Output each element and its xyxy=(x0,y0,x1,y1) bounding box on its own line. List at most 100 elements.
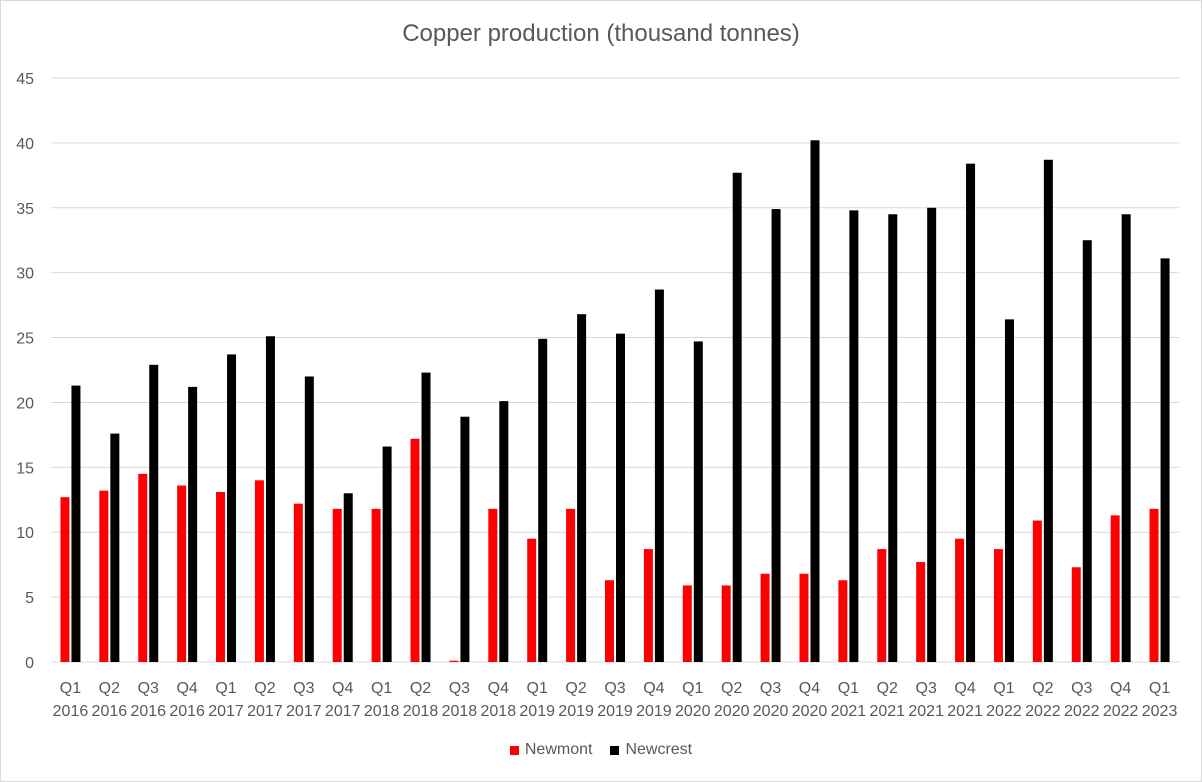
x-tick-label-quarter: Q2 xyxy=(565,680,586,697)
bar-newmont xyxy=(216,491,226,662)
x-tick-label-year: 2018 xyxy=(403,703,439,720)
x-tick-label-quarter: Q4 xyxy=(176,680,197,697)
bar-newmont xyxy=(993,549,1003,662)
y-tick-label: 25 xyxy=(16,331,34,348)
bar-newcrest xyxy=(499,401,509,662)
bar-newmont xyxy=(955,538,965,662)
bar-newmont xyxy=(643,549,653,662)
x-tick-label-year: 2021 xyxy=(908,703,944,720)
x-tick-label-quarter: Q3 xyxy=(138,680,159,697)
x-tick-label-quarter: Q4 xyxy=(332,680,353,697)
x-tick-label-year: 2016 xyxy=(130,703,166,720)
x-tick-label-quarter: Q4 xyxy=(643,680,664,697)
x-tick-label-year: 2022 xyxy=(1064,703,1100,720)
bar-newcrest xyxy=(304,376,314,662)
bar-newcrest xyxy=(460,416,470,662)
bar-newmont xyxy=(916,562,926,662)
bar-newcrest xyxy=(1082,240,1092,662)
x-tick-label-quarter: Q1 xyxy=(371,680,392,697)
x-tick-label-year: 2017 xyxy=(247,703,283,720)
x-tick-label-quarter: Q1 xyxy=(993,680,1014,697)
bar-newcrest xyxy=(771,209,781,662)
bar-newcrest xyxy=(966,163,976,663)
x-tick-label-quarter: Q2 xyxy=(1032,680,1053,697)
x-tick-label-year: 2020 xyxy=(714,703,750,720)
bar-newmont xyxy=(527,538,537,662)
x-tick-label-year: 2022 xyxy=(1025,703,1061,720)
x-tick-label-year: 2019 xyxy=(597,703,633,720)
bar-newcrest xyxy=(227,354,237,662)
x-tick-label-year: 2017 xyxy=(208,703,244,720)
x-tick-label-quarter: Q1 xyxy=(838,680,859,697)
bar-newmont xyxy=(138,473,148,662)
bar-newcrest xyxy=(1121,214,1131,662)
bar-newcrest xyxy=(577,314,587,662)
x-tick-label-year: 2016 xyxy=(92,703,128,720)
bar-newmont xyxy=(721,585,731,662)
legend-label-newcrest: Newcrest xyxy=(625,741,693,758)
bar-newmont xyxy=(1071,567,1081,662)
bar-newcrest xyxy=(849,210,859,662)
x-tick-label-quarter: Q2 xyxy=(877,680,898,697)
x-tick-label-year: 2019 xyxy=(558,703,594,720)
x-tick-label-quarter: Q4 xyxy=(488,680,509,697)
bar-newmont xyxy=(877,549,887,662)
x-tick-label-year: 2022 xyxy=(1103,703,1139,720)
y-tick-label: 10 xyxy=(16,525,34,542)
x-tick-label-quarter: Q4 xyxy=(1110,680,1131,697)
x-tick-label-year: 2019 xyxy=(636,703,672,720)
bar-newcrest xyxy=(927,207,937,662)
bar-newcrest xyxy=(149,364,159,662)
chart-title: Copper production (thousand tonnes) xyxy=(402,20,800,47)
bar-newcrest xyxy=(538,338,548,662)
bar-newcrest xyxy=(616,333,625,662)
x-tick-label-quarter: Q3 xyxy=(916,680,937,697)
x-tick-label-quarter: Q3 xyxy=(604,680,625,697)
x-tick-label-quarter: Q2 xyxy=(721,680,742,697)
bar-newmont xyxy=(60,497,70,662)
bar-newmont xyxy=(293,503,303,662)
y-tick-label: 20 xyxy=(16,395,34,412)
legend-item-newcrest: Newcrest xyxy=(610,741,692,759)
bar-newmont xyxy=(332,508,342,662)
x-tick-label-quarter: Q4 xyxy=(799,680,820,697)
legend-swatch-newcrest xyxy=(610,745,620,755)
x-tick-label-year: 2019 xyxy=(519,703,555,720)
x-tick-label-quarter: Q2 xyxy=(410,680,431,697)
x-tick-label-year: 2018 xyxy=(364,703,400,720)
x-tick-label-quarter: Q3 xyxy=(1071,680,1092,697)
bar-newcrest xyxy=(71,385,81,662)
x-tick-label-year: 2016 xyxy=(53,703,89,720)
x-tick-label-quarter: Q3 xyxy=(760,680,781,697)
x-tick-label-year: 2023 xyxy=(1142,703,1178,720)
bar-newcrest xyxy=(693,341,703,662)
x-tick-label-year: 2017 xyxy=(325,703,361,720)
y-tick-label: 15 xyxy=(16,460,34,477)
bar-newmont xyxy=(605,580,614,662)
y-tick-label: 0 xyxy=(25,655,34,672)
bar-newmont xyxy=(838,580,848,662)
bar-newcrest xyxy=(1043,159,1053,662)
bar-newcrest xyxy=(1004,319,1014,662)
bar-newmont xyxy=(449,660,459,662)
x-tick-label-year: 2018 xyxy=(481,703,517,720)
bar-newmont xyxy=(760,573,770,662)
y-tick-label: 35 xyxy=(16,201,34,218)
x-tick-label-year: 2022 xyxy=(986,703,1022,720)
bar-newmont xyxy=(682,585,692,662)
bar-newmont xyxy=(177,485,187,662)
bar-newcrest xyxy=(732,172,742,662)
x-tick-label-quarter: Q2 xyxy=(99,680,120,697)
bar-newcrest xyxy=(654,289,664,662)
bar-newmont xyxy=(99,490,109,662)
bar-newcrest xyxy=(265,336,275,662)
bar-newmont xyxy=(254,480,264,662)
bar-newmont xyxy=(1110,515,1120,662)
bar-newcrest xyxy=(888,214,898,662)
bar-newcrest xyxy=(343,493,353,662)
bar-newmont xyxy=(488,508,498,662)
bar-newcrest xyxy=(110,433,120,662)
x-tick-label-quarter: Q1 xyxy=(215,680,236,697)
x-tick-label-quarter: Q1 xyxy=(60,680,81,697)
y-tick-label: 5 xyxy=(25,590,34,607)
